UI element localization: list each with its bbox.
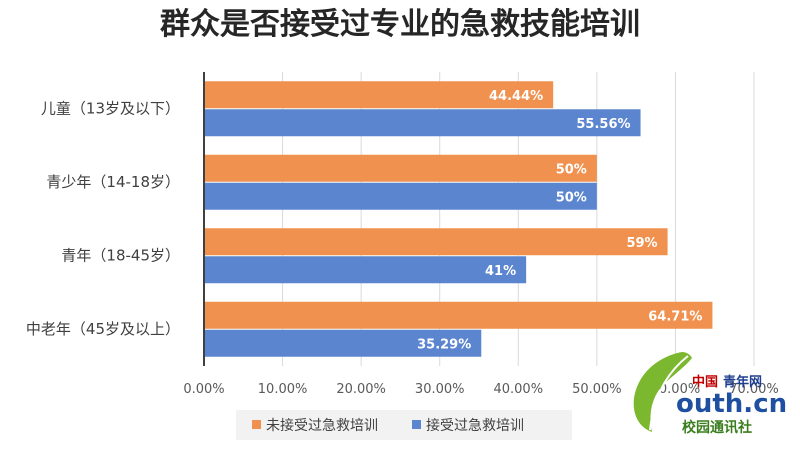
leaf-logo-icon [633, 352, 692, 432]
bar [205, 154, 597, 182]
data-label: 64.71% [648, 309, 702, 324]
x-tick-label: 40.00% [493, 382, 543, 397]
legend-entry: 未接受过急救培训 [266, 417, 378, 434]
bar [205, 301, 713, 329]
bars: 44.44% 55.56% 50% 50% 59% 41% 64.71% 35.29% [205, 81, 713, 357]
bar [205, 228, 668, 256]
x-tick-label: 10.00% [258, 382, 308, 397]
x-tick-label: 70.00% [729, 382, 779, 397]
bar [205, 256, 527, 284]
category-label: 青年（18-45岁） [61, 246, 180, 264]
category-label: 儿童（13岁及以下） [41, 99, 180, 117]
x-tick-label: 20.00% [336, 382, 386, 397]
legend-swatch [252, 420, 261, 429]
watermark-logo: 中国 青年网 outh.cn 校园通讯社 [633, 352, 787, 436]
legend-entry: 接受过急救培训 [426, 417, 524, 434]
x-tick-label: 50.00% [572, 382, 622, 397]
watermark-red-text: 中国 [692, 374, 718, 390]
watermark-blue-text: 青年网 [723, 374, 762, 390]
bar [205, 329, 482, 357]
data-label: 55.56% [576, 117, 630, 132]
data-label: 50% [556, 162, 587, 177]
legend-box [236, 410, 572, 440]
x-tick-label: 0.00% [183, 382, 224, 397]
bar [205, 182, 597, 210]
chart-title: 群众是否接受过专业的急救技能培训 [160, 7, 640, 42]
data-label: 41% [485, 264, 516, 279]
watermark-domain: outh.cn [676, 389, 787, 419]
data-label: 50% [556, 190, 587, 205]
legend: 未接受过急救培训 接受过急救培训 [236, 410, 572, 440]
category-label: 青少年（14-18岁） [46, 173, 180, 191]
x-tick-label: 30.00% [415, 382, 465, 397]
bar [205, 109, 641, 137]
legend-swatch [412, 420, 421, 429]
watermark-school-text: 校园通讯社 [682, 419, 752, 436]
bar [205, 81, 554, 109]
data-label: 44.44% [489, 89, 543, 104]
leaf-vein-icon [649, 355, 689, 431]
data-label: 35.29% [417, 337, 471, 352]
category-labels: 儿童（13岁及以下） 青少年（14-18岁） 青年（18-45岁） 中老年（45岁及以… [26, 99, 180, 338]
category-label: 中老年（45岁及以上） [26, 320, 180, 338]
data-label: 59% [626, 236, 657, 251]
